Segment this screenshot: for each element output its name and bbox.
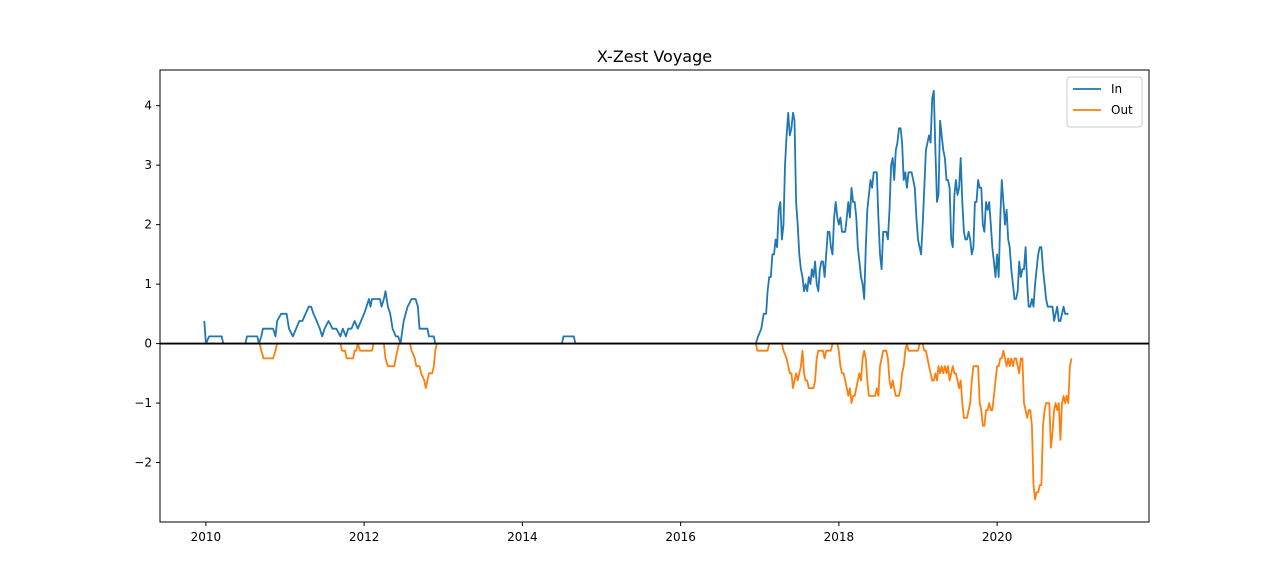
- legend-box: [1066, 76, 1143, 128]
- y-tick-label: 0: [144, 337, 152, 351]
- y-tick-label: 4: [144, 99, 152, 113]
- axes-frame: [159, 69, 1150, 523]
- x-axis: 2010 2012 2014 2016 2018 2020: [191, 522, 1013, 544]
- y-tick-label: −1: [134, 396, 152, 410]
- x-tick-label: 2014: [507, 530, 538, 544]
- x-tick-label: 2018: [824, 530, 855, 544]
- y-tick-label: 3: [144, 158, 152, 172]
- chart-title: X-Zest Voyage: [597, 47, 712, 66]
- y-tick-label: 2: [144, 218, 152, 232]
- series-line-out: [205, 342, 1073, 501]
- x-tick-label: 2020: [982, 530, 1013, 544]
- y-tick-label: 1: [144, 277, 152, 291]
- x-tick-label: 2012: [349, 530, 380, 544]
- y-axis: −2 −1 0 1 2 3 4: [134, 99, 160, 470]
- legend-label-in: In: [1111, 82, 1122, 96]
- x-tick-label: 2016: [665, 530, 696, 544]
- series-layer: [203, 89, 1073, 501]
- legend: In Out: [1066, 76, 1143, 128]
- y-tick-label: −2: [134, 456, 152, 470]
- series-line-in: [203, 89, 1069, 345]
- plot-area: [159, 69, 1150, 523]
- x-tick-label: 2010: [191, 530, 222, 544]
- legend-label-out: Out: [1111, 103, 1133, 117]
